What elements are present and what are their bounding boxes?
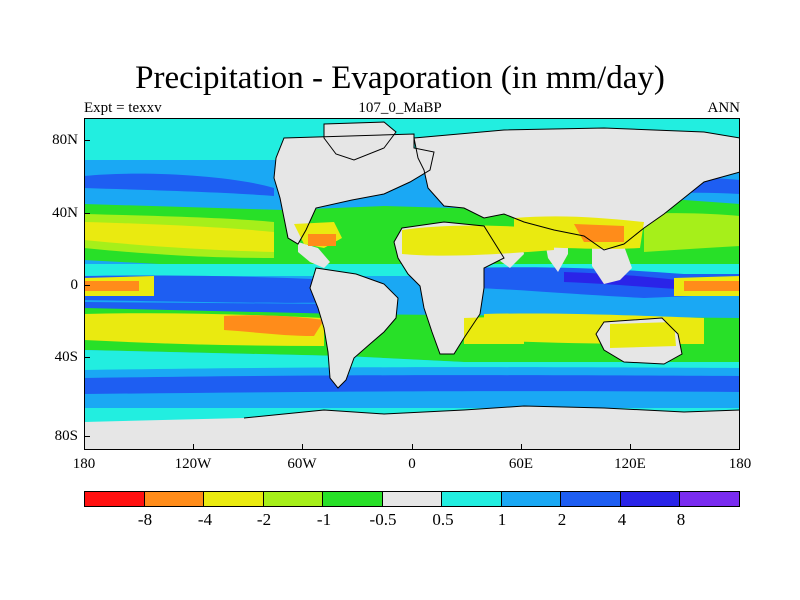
- colorbar-box: [322, 491, 383, 507]
- colorbar-box: [203, 491, 264, 507]
- experiment-label: Expt = texxv: [84, 100, 162, 116]
- north-storm-core: [84, 173, 274, 196]
- lat-tick-80s: [84, 436, 90, 437]
- landmass-central-america: [298, 242, 330, 268]
- landmass-eurasia-europe: [414, 128, 740, 250]
- lon-tick-120e: [630, 444, 631, 450]
- colorbar-box: [143, 491, 205, 507]
- lat-label-40s: 40S: [54, 349, 78, 365]
- colorbar-box: [262, 491, 324, 507]
- south-dry-orange-west: [224, 315, 324, 336]
- lon-tick-120w: [193, 444, 194, 450]
- colorbar-label: 0.5: [432, 510, 454, 529]
- colorbar: [84, 491, 741, 507]
- lon-label-60w: 60W: [287, 456, 317, 472]
- lon-label-180w: 180: [72, 456, 96, 472]
- dry-sahara-core: [308, 234, 336, 246]
- lon-tick-60e: [521, 444, 522, 450]
- colorbar-label: 4: [617, 510, 627, 529]
- colorbar-box: [619, 491, 681, 507]
- season-label: ANN: [707, 100, 741, 116]
- lon-label-180e: 180: [728, 456, 752, 472]
- lat-tick-40s: [84, 357, 90, 358]
- colorbar-label: 1: [497, 510, 507, 529]
- pe-map: [84, 118, 740, 450]
- landmass-greenland: [324, 122, 396, 160]
- antarctica-north-edge: [84, 406, 740, 432]
- north-dry-yellow: [84, 222, 274, 252]
- lon-tick-60w: [302, 444, 303, 450]
- lat-label-80n: 80N: [52, 132, 78, 148]
- lon-label-120e: 120E: [614, 456, 646, 472]
- lon-label-120w: 120W: [174, 456, 212, 472]
- lon-label-60e: 60E: [508, 456, 534, 472]
- landmass-south-america: [310, 268, 398, 388]
- colorbar-label: -8: [137, 510, 153, 529]
- lat-tick-0: [84, 285, 90, 286]
- colorbar-box: [679, 491, 741, 507]
- colorbar-label: 2: [557, 510, 567, 529]
- north-dry-lightgreen-east: [644, 213, 740, 252]
- lon-tick-0: [412, 444, 413, 450]
- chart-title: Precipitation - Evaporation (in mm/day): [135, 60, 665, 96]
- lat-tick-40n: [84, 213, 90, 214]
- coastlines: [243, 121, 740, 419]
- time-label: 107_0_MaBP: [358, 100, 442, 116]
- landmass-north-america: [274, 134, 434, 244]
- colorbar-label: -2: [256, 510, 272, 529]
- lat-label-40n: 40N: [52, 205, 78, 221]
- itcz-core-east: [564, 272, 694, 290]
- colorbar-box: [381, 491, 443, 507]
- dry-south-africa: [464, 316, 524, 344]
- lat-tick-80n: [84, 140, 90, 141]
- colorbar-label: -0.5: [369, 510, 397, 529]
- eq-dry-east-core: [684, 281, 740, 291]
- lat-label-80s: 80S: [54, 428, 78, 444]
- lat-label-0: 0: [70, 277, 79, 293]
- colorbar-box: [500, 491, 562, 507]
- eq-dry-west-core: [84, 281, 139, 291]
- south-deepblue-band: [84, 375, 740, 394]
- dry-australia: [610, 322, 676, 348]
- colorbar-box: [441, 491, 502, 507]
- colorbar-label: 8: [676, 510, 686, 529]
- colorbar-label: -4: [197, 510, 213, 529]
- colorbar-label: -1: [316, 510, 332, 529]
- colorbar-box: [84, 491, 145, 507]
- lon-label-0: 0: [408, 456, 416, 472]
- landmass-southeast-asia: [592, 242, 632, 284]
- colorbar-box: [560, 491, 621, 507]
